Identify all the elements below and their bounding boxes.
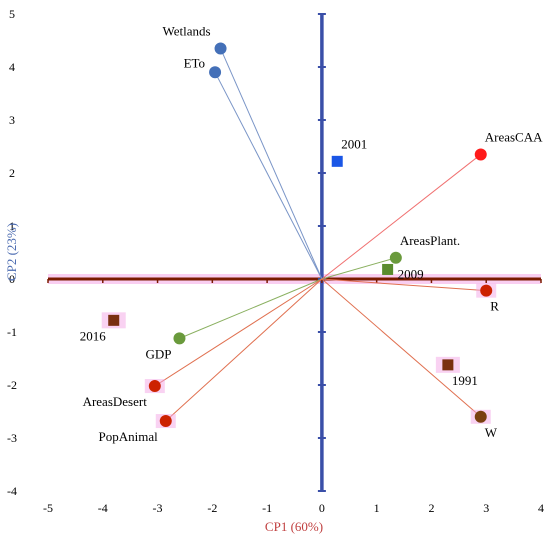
- variable-label: R: [490, 299, 499, 314]
- axis-frame: [47, 13, 542, 492]
- year-point: [108, 314, 120, 326]
- variable-label: ETo: [184, 55, 205, 70]
- vector-areasplant-: [321, 257, 396, 280]
- y-tick-label: 0: [9, 272, 15, 286]
- x-tick-label: -3: [153, 501, 163, 515]
- x-tick-label: 3: [483, 501, 489, 515]
- variable-label: GDP: [145, 346, 171, 361]
- x-tick-label: -2: [207, 501, 217, 515]
- variable-point: [148, 380, 161, 393]
- y-tick-label: -2: [7, 378, 17, 392]
- variable-point: [173, 332, 186, 345]
- vector-w: [321, 278, 482, 418]
- x-axis-label: CP1 (60%): [265, 519, 323, 534]
- y-tick-label: -4: [7, 484, 17, 498]
- variable-label: PopAnimal: [99, 429, 159, 444]
- vector-r: [321, 278, 487, 292]
- vector-wetlands: [220, 48, 323, 280]
- y-tick-label: 4: [9, 60, 15, 74]
- variable-point: [209, 66, 222, 79]
- year-label: 1991: [452, 373, 478, 388]
- y-tick-label: 2: [9, 166, 15, 180]
- y-tick-label: -3: [7, 431, 17, 445]
- x-tick-label: 0: [319, 501, 325, 515]
- x-tick-label: -1: [262, 501, 272, 515]
- vector-gdp: [179, 278, 323, 339]
- variable-point: [474, 148, 487, 161]
- x-tick-label: 4: [538, 501, 544, 515]
- x-tick-label: -4: [98, 501, 108, 515]
- y-tick-label: 3: [9, 113, 15, 127]
- variable-label: Wetlands: [162, 23, 210, 38]
- x-tick-label: 1: [374, 501, 380, 515]
- x-tick-label: -5: [43, 501, 53, 515]
- year-point: [442, 359, 454, 371]
- variable-point: [474, 410, 487, 423]
- year-label: 2016: [80, 328, 107, 343]
- tick-labels: -5 -4 -3 -2 -1 0 1 2 3 4 -4 -3 -2 -1 0 1 2 3 4 5: [7, 7, 544, 515]
- variable-point: [214, 42, 227, 55]
- x-tick-label: 2: [428, 501, 434, 515]
- y-tick-label: 1: [9, 219, 15, 233]
- variable-label: W: [485, 425, 498, 440]
- variable-label: AreasCAA: [485, 129, 543, 144]
- loading-vectors: [154, 48, 487, 422]
- vector-eto: [214, 72, 323, 280]
- point-labels: Wetlands ETo AreasCAA AreasPlant. R GDP AreasD…: [80, 23, 543, 444]
- variable-label: AreasDesert: [83, 394, 148, 409]
- year-label: 2001: [341, 136, 367, 151]
- y-tick-label: 5: [9, 7, 15, 21]
- y-tick-label: -1: [7, 325, 17, 339]
- vector-areascaa: [321, 154, 482, 280]
- y-axis-label: CP2 (23%): [4, 223, 19, 281]
- year-label: 2009: [398, 266, 424, 281]
- variable-point: [159, 415, 172, 428]
- year-point: [331, 155, 343, 167]
- vector-popanimal: [165, 278, 323, 422]
- year-point: [382, 263, 394, 275]
- variable-point: [389, 251, 402, 264]
- vector-areasdesert: [154, 278, 323, 387]
- variable-label: AreasPlant.: [400, 233, 460, 248]
- chart-markers: [101, 42, 497, 429]
- variable-point: [480, 284, 493, 297]
